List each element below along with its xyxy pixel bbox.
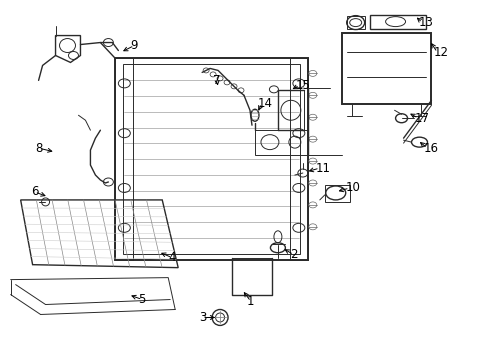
Text: 6: 6 [31, 185, 39, 198]
Text: 14: 14 [258, 97, 273, 110]
Text: 2: 2 [290, 248, 297, 261]
Text: 1: 1 [247, 295, 254, 308]
Text: 7: 7 [213, 74, 220, 87]
Text: 15: 15 [296, 79, 311, 92]
Text: 13: 13 [418, 16, 433, 29]
Text: 9: 9 [130, 39, 138, 52]
Text: 3: 3 [199, 311, 206, 324]
Text: 11: 11 [316, 162, 331, 175]
Text: 10: 10 [346, 181, 361, 194]
Text: 5: 5 [138, 293, 146, 306]
Text: 17: 17 [415, 112, 430, 125]
Text: 4: 4 [168, 251, 176, 264]
Text: 12: 12 [434, 46, 448, 59]
Text: 8: 8 [35, 141, 43, 155]
Text: 16: 16 [423, 141, 439, 155]
